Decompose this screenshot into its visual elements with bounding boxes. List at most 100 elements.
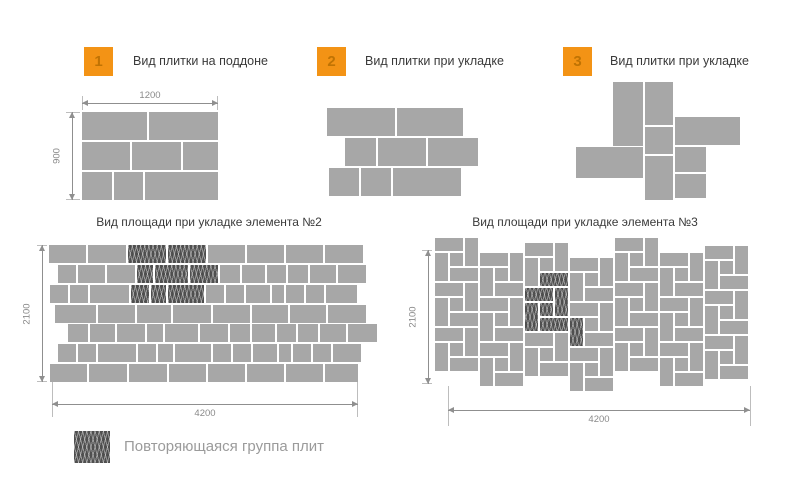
paver-tile (450, 253, 463, 266)
paver-tile (600, 348, 613, 376)
paver-tile (435, 253, 448, 281)
paver-tile (705, 291, 733, 304)
paver-tile (393, 168, 461, 196)
paver-tile (660, 268, 673, 296)
paver-tile (247, 364, 284, 382)
paver-tile (645, 127, 673, 154)
step-badge-1: 1 (84, 47, 113, 76)
paver-tile (333, 344, 361, 362)
extension-line (750, 386, 751, 426)
paver-tile (78, 265, 105, 283)
paver-tile (435, 298, 448, 326)
repeating-group-tile (137, 265, 153, 283)
step-badge-3: 3 (563, 47, 592, 76)
area2-title: Вид площади при укладке элемента №2 (96, 215, 322, 229)
paver-tile (735, 291, 748, 319)
paver-tile (660, 358, 673, 386)
paver-tile (147, 324, 163, 342)
paver-tile (247, 245, 284, 263)
paver-tile (70, 285, 88, 303)
repeating-group-tile (151, 285, 166, 303)
paver-tile (310, 265, 336, 283)
paver-tile (480, 253, 508, 266)
paver-tile (480, 313, 493, 341)
paver-tile (660, 298, 688, 311)
paver-tile (720, 366, 748, 379)
area3-height-value: 2100 (407, 306, 419, 328)
pallet-diagram: 1200 900 (52, 90, 218, 200)
paver-tile (88, 245, 126, 263)
paver-tile (277, 324, 296, 342)
paver-tile (272, 285, 284, 303)
paver-tile (132, 142, 181, 170)
paver-tile (267, 265, 286, 283)
paver-tile (82, 142, 130, 170)
paver-tile (690, 253, 703, 281)
paver-tile (645, 328, 658, 356)
paver-tile (450, 268, 478, 281)
paver-tile (50, 285, 68, 303)
pallet-width-dimension: 1200 (82, 90, 218, 106)
paver-tile (98, 344, 136, 362)
paver-tile (348, 324, 377, 342)
paver-tile (480, 358, 493, 386)
paver-tile (735, 336, 748, 364)
paver-tile (293, 344, 311, 362)
paver-tile (246, 285, 270, 303)
step-badge-2: 2 (317, 47, 346, 76)
paver-tile (585, 288, 613, 301)
paver-tile (525, 243, 553, 256)
paver-tile (68, 324, 88, 342)
paver-tile (720, 351, 733, 364)
paver-tile (675, 147, 706, 172)
paver-tile (169, 364, 206, 382)
paver-tile (705, 306, 718, 334)
paver-tile (480, 298, 508, 311)
paver-tile (510, 298, 523, 326)
repeating-group-swatch (74, 431, 110, 463)
paver-tile (705, 261, 718, 289)
pallet-height-dimension: 900 (52, 112, 75, 200)
paver-tile (286, 285, 304, 303)
paver-tile (326, 285, 357, 303)
pallet-height-value: 900 (51, 148, 63, 164)
repeating-group-tile (168, 285, 204, 303)
paver-tile (720, 321, 748, 334)
paver-tile (720, 276, 748, 289)
paver-tile (329, 168, 359, 196)
paver-tile (338, 265, 366, 283)
repeating-group-tile (540, 273, 568, 286)
area3-title: Вид площади при укладке элемента №3 (472, 215, 698, 229)
repeating-group-tile (540, 303, 553, 316)
paver-tile (540, 363, 568, 376)
paver-tile (450, 313, 478, 326)
paver-tile (720, 261, 733, 274)
pallet-width-value: 1200 (139, 90, 161, 101)
paver-tile (58, 344, 76, 362)
paver-tile (555, 333, 568, 361)
paver-tile (600, 303, 613, 331)
extension-line (448, 386, 449, 426)
paver-tile (450, 298, 463, 311)
paver-tile (675, 283, 703, 296)
paver-tile (480, 268, 493, 296)
repeating-group-tile (570, 318, 583, 346)
paver-tile (435, 328, 463, 341)
paver-tile (288, 265, 308, 283)
paver-tile (327, 108, 395, 136)
paver-tile (675, 373, 703, 386)
step-number: 3 (573, 53, 582, 70)
laying-pattern-2-diagram (327, 108, 483, 198)
paver-tile (325, 364, 358, 382)
paver-tile (525, 258, 538, 286)
paver-tile (90, 324, 115, 342)
paver-tile (675, 313, 688, 326)
step-number: 1 (94, 53, 103, 70)
paver-tile (158, 344, 173, 362)
paver-tile (82, 172, 112, 200)
paver-tile (213, 344, 231, 362)
paver-tile (495, 328, 523, 341)
repeating-group-tile (525, 288, 553, 301)
paver-tile (465, 328, 478, 356)
area2-width-value: 4200 (194, 408, 216, 419)
